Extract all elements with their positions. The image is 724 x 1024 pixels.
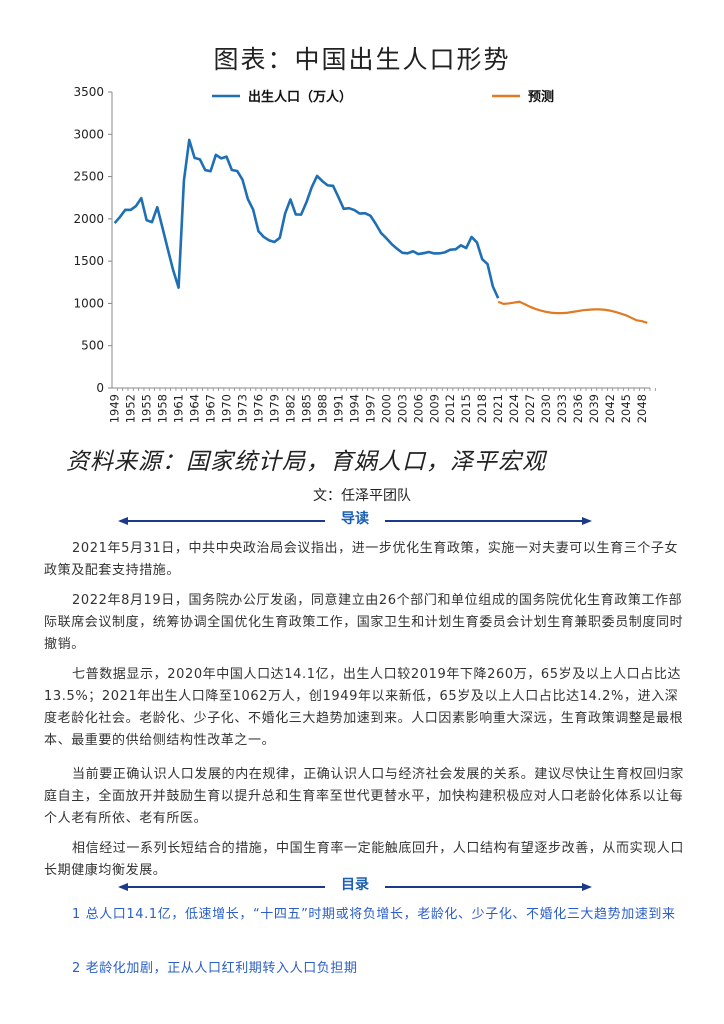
x-tick-label: 1949	[108, 394, 122, 423]
x-tick-label: 2006	[411, 394, 425, 423]
y-tick-label: 2000	[73, 212, 104, 226]
y-tick-label: 3000	[73, 127, 104, 141]
birth-population-chart: 0 500 1000 1500 2000 2500 3000 3500 1949 1952 1955…	[60, 70, 670, 442]
x-tick-label: 1976	[251, 394, 265, 423]
x-tick-label: 2045	[619, 394, 633, 423]
intro-paragraph: 2022年8月19日，国务院办公厅发函，同意建立由26个部门和单位组成的国务院优…	[44, 593, 684, 652]
x-tick-label: 2039	[587, 394, 601, 423]
intro-heading: 导读	[341, 511, 369, 527]
x-tick-label: 1991	[331, 394, 345, 423]
data-source: 资料来源：国家统计局，育娲人口，泽平宏观	[66, 449, 546, 475]
chart-svg: 0 500 1000 1500 2000 2500 3000 3500 1949 1952 1955…	[73, 85, 656, 423]
x-tick-label: 2042	[603, 394, 617, 423]
intro-paragraph: 七普数据显示，2020年中国人口达14.1亿，出生人口较2019年下降260万，…	[44, 667, 684, 748]
legend-label: 预测	[528, 89, 554, 105]
intro-paragraph: 当前要正确认识人口发展的内在规律，正确认识人口与经济社会发展的关系。建议尽快让生…	[44, 767, 685, 826]
x-tick-label: 1970	[220, 394, 234, 423]
y-tick-label: 0	[96, 381, 104, 395]
x-tick-label: 2018	[475, 394, 489, 423]
toc-heading: 目录	[341, 877, 369, 893]
x-tick-label: 1979	[267, 394, 281, 423]
y-tick-label: 2500	[73, 170, 104, 184]
x-tick-label: 1964	[188, 394, 202, 423]
x-tick-label: 2027	[523, 394, 537, 423]
x-tick-label: 2021	[491, 394, 505, 423]
x-tick-label: 2015	[459, 394, 473, 423]
x-tick-label: 1955	[140, 394, 154, 423]
legend-label: 出生人口（万人）	[248, 89, 352, 105]
x-tick-label: 1997	[363, 394, 377, 423]
x-tick-label: 1994	[347, 394, 361, 423]
x-tick-label: 2003	[395, 394, 409, 423]
x-tick-label: 1985	[299, 394, 313, 423]
y-tick-label: 3500	[73, 85, 104, 99]
x-tick-label: 2033	[555, 394, 569, 423]
x-tick-label: 1988	[315, 394, 329, 423]
x-tick-label: 1967	[204, 394, 218, 423]
intro-paragraph: 2021年5月31日，中共中央政治局会议指出，进一步优化生育政策，实施一对夫妻可…	[44, 541, 679, 578]
series-line-forecast	[497, 300, 648, 324]
x-tick-label: 1958	[156, 394, 170, 423]
x-tick-label: 2009	[427, 394, 441, 423]
y-tick-label: 1000	[73, 296, 104, 310]
intro-paragraph: 相信经过一系列长短结合的措施，中国生育率一定能触底回升，人口结构有望逐步改善，从…	[44, 841, 685, 878]
series-line-birth-population	[113, 138, 500, 299]
y-tick-label: 500	[81, 339, 104, 353]
x-tick-label: 2024	[507, 394, 521, 423]
x-tick-label: 2036	[571, 394, 585, 423]
author-line: 文：任泽平团队	[313, 488, 411, 504]
x-tick-label: 1973	[236, 394, 250, 423]
x-tick-label: 2012	[443, 394, 457, 423]
chart-title: 图表：中国出生人口形势	[213, 45, 511, 74]
x-tick-label: 1982	[283, 394, 297, 423]
x-tick-label: 2048	[635, 394, 649, 423]
toc-link-1[interactable]: 1 总人口14.1亿，低速增长，“十四五”时期或将负增长，老龄化、少子化、不婚化…	[72, 907, 676, 922]
divider-arrow-left	[118, 883, 325, 891]
y-tick-label: 1500	[73, 254, 104, 268]
intro-section-header: 导读	[118, 508, 592, 528]
x-tick-label: 2030	[539, 394, 553, 423]
divider-arrow-left	[118, 517, 325, 525]
toc-link-2[interactable]: 2 老龄化加剧，正从人口红利期转入人口负担期	[72, 961, 358, 976]
divider-arrow-right	[385, 883, 592, 891]
x-tick-label: 1961	[172, 394, 186, 423]
divider-arrow-right	[385, 517, 592, 525]
x-tick-label: 1952	[124, 394, 138, 423]
x-tick-label: 2000	[379, 394, 393, 423]
toc-section-header: 目录	[118, 874, 592, 894]
